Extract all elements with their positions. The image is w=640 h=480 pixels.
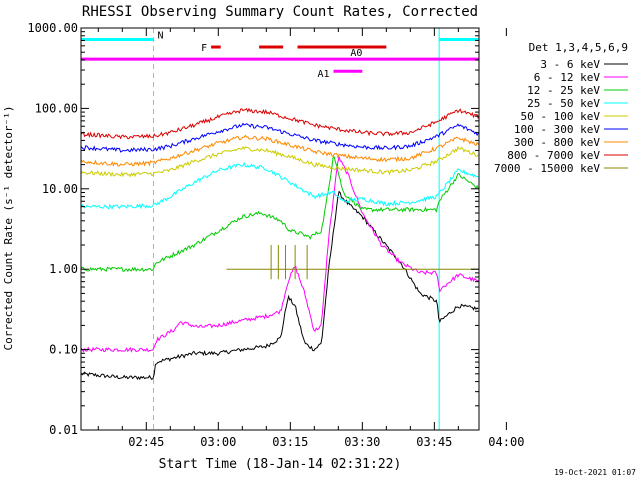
legend-title: Det 1,3,4,5,6,9 [529,41,628,54]
legend-label-50-100-kev: 50 - 100 keV [521,110,601,123]
legend-label-3-6-kev: 3 - 6 keV [540,58,600,71]
x-tick-label-6: 04:00 [488,435,524,449]
series-line-25-50-kev [80,161,479,210]
y-tick-label-6: 1000.00 [27,21,78,35]
flag-label-f: F [201,43,207,54]
series-line-6-12-kev [80,156,479,353]
flag-label-a1: A1 [318,69,330,80]
chart-title: RHESSI Observing Summary Count Rates, Co… [82,4,478,20]
legend-label-7000-15000-kev: 7000 - 15000 keV [494,162,600,175]
flag-label-n: N [157,30,163,41]
series-line-100-300-kev [80,122,479,153]
axes: 0.01 0.10 1.00 10.00 100.00 1000.00 02:45 03:00… [27,21,524,449]
y-tick-label-3: 1.00 [49,262,78,276]
legend-label-300-800-kev: 300 - 800 keV [514,136,600,149]
series-line-50-100-kev [80,145,479,178]
footer-timestamp: 19-Oct-2021 01:07 [554,468,636,477]
series-line-12-25-kev [80,156,479,273]
legend-label-12-25-kev: 12 - 25 keV [527,84,600,97]
y-tick-label-5: 100.00 [35,101,78,115]
flag-label-a0: A0 [350,48,362,59]
x-tick-label-5: 03:45 [416,435,452,449]
plot-area: N F A0 A1 [80,28,480,430]
y-tick-label-4: 10.00 [42,182,78,196]
y-tick-label-2: 0.10 [49,343,78,357]
y-axis-label: Corrected Count Rate (s⁻¹ detector⁻¹) [2,105,15,350]
legend-label-6-12-kev: 6 - 12 keV [534,71,601,84]
x-tick-label-3: 03:15 [272,435,308,449]
y-tick-label-1: 0.01 [49,423,78,437]
x-axis-label: Start Time (18-Jan-14 02:31:22) [159,457,402,472]
x-tick-label-1: 02:45 [128,435,164,449]
series-line-300-800-kev [80,134,479,167]
plot-frame [80,27,480,431]
legend-label-100-300-kev: 100 - 300 keV [514,123,600,136]
legend-label-800-7000-kev: 800 - 7000 keV [507,149,600,162]
x-tick-label-4: 03:30 [344,435,380,449]
legend-label-25-50-kev: 25 - 50 keV [527,97,600,110]
series-line-3-6-kev [80,190,479,381]
series-line-800-7000-kev [80,107,479,140]
x-tick-label-2: 03:00 [200,435,236,449]
